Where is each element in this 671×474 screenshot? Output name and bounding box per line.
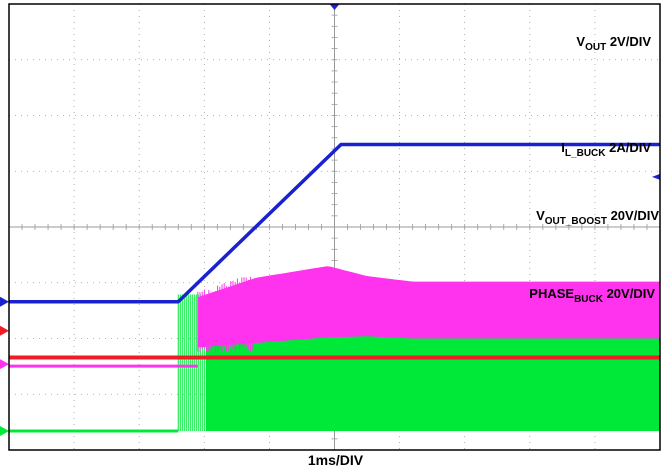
vout-label: VOUT 2V/DIV [576,34,651,53]
il-buck-ground-marker [0,359,9,369]
il-buck-trace [198,266,660,347]
vout-ground-marker [0,297,9,307]
x-axis-label: 1ms/DIV [0,452,671,468]
vout-boost-label: VOUT_BOOST 20V/DIV [536,208,659,227]
phase-buck-ground-marker [0,426,9,436]
trigger-level-marker [652,174,660,180]
vout-boost-ground-marker [0,326,9,336]
trigger-position-marker [330,4,340,10]
